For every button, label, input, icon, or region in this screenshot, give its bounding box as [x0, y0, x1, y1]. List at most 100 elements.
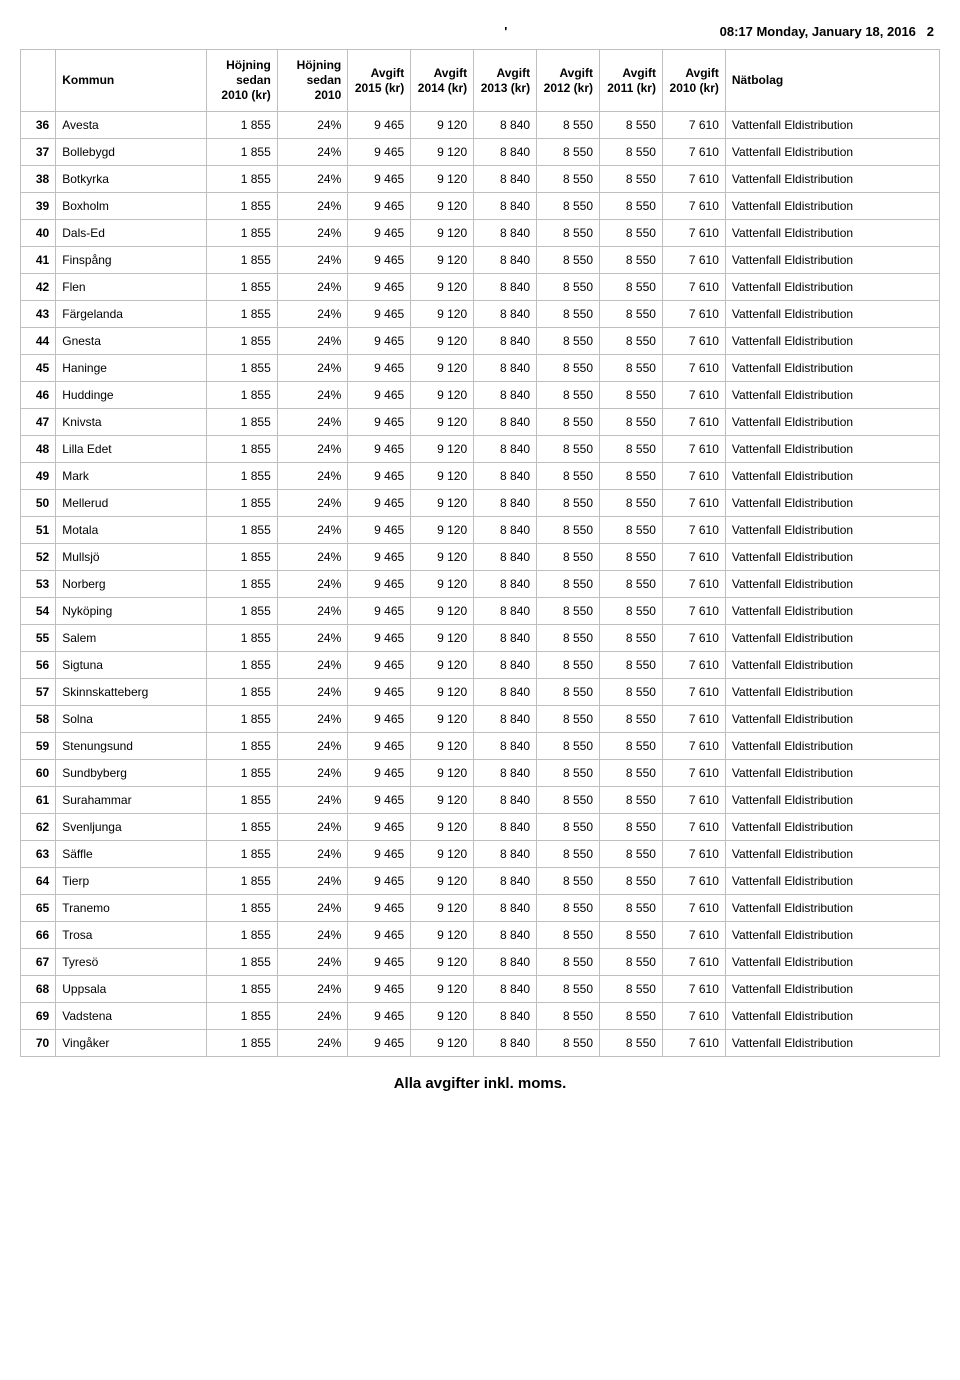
cell-bolag: Vattenfall Eldistribution	[725, 868, 939, 895]
cell-num: 40	[21, 220, 56, 247]
cell-2012: 8 550	[537, 274, 600, 301]
cell-hkr: 1 855	[207, 895, 277, 922]
cell-kommun: Tranemo	[56, 895, 207, 922]
cell-hkr: 1 855	[207, 355, 277, 382]
cell-hpct: 24%	[277, 355, 347, 382]
cell-2011: 8 550	[600, 1003, 663, 1030]
cell-2012: 8 550	[537, 247, 600, 274]
cell-2010: 7 610	[662, 787, 725, 814]
table-row: 36Avesta1 85524%9 4659 1208 8408 5508 55…	[21, 112, 940, 139]
cell-2010: 7 610	[662, 841, 725, 868]
cell-2015: 9 465	[348, 382, 411, 409]
cell-kommun: Avesta	[56, 112, 207, 139]
cell-bolag: Vattenfall Eldistribution	[725, 679, 939, 706]
cell-2015: 9 465	[348, 490, 411, 517]
cell-num: 58	[21, 706, 56, 733]
cell-bolag: Vattenfall Eldistribution	[725, 976, 939, 1003]
cell-2011: 8 550	[600, 328, 663, 355]
cell-num: 47	[21, 409, 56, 436]
cell-2010: 7 610	[662, 571, 725, 598]
cell-hpct: 24%	[277, 409, 347, 436]
cell-2012: 8 550	[537, 355, 600, 382]
cell-hpct: 24%	[277, 814, 347, 841]
table-row: 67Tyresö1 85524%9 4659 1208 8408 5508 55…	[21, 949, 940, 976]
cell-2013: 8 840	[474, 301, 537, 328]
cell-2013: 8 840	[474, 787, 537, 814]
cell-hkr: 1 855	[207, 571, 277, 598]
cell-2014: 9 120	[411, 328, 474, 355]
cell-2011: 8 550	[600, 625, 663, 652]
cell-kommun: Svenljunga	[56, 814, 207, 841]
cell-2010: 7 610	[662, 652, 725, 679]
table-row: 51Motala1 85524%9 4659 1208 8408 5508 55…	[21, 517, 940, 544]
cell-2011: 8 550	[600, 652, 663, 679]
cell-bolag: Vattenfall Eldistribution	[725, 409, 939, 436]
cell-bolag: Vattenfall Eldistribution	[725, 841, 939, 868]
cell-bolag: Vattenfall Eldistribution	[725, 949, 939, 976]
cell-2013: 8 840	[474, 436, 537, 463]
cell-2011: 8 550	[600, 814, 663, 841]
cell-2014: 9 120	[411, 760, 474, 787]
cell-bolag: Vattenfall Eldistribution	[725, 652, 939, 679]
cell-num: 56	[21, 652, 56, 679]
cell-2014: 9 120	[411, 139, 474, 166]
cell-2013: 8 840	[474, 193, 537, 220]
cell-hkr: 1 855	[207, 922, 277, 949]
cell-hpct: 24%	[277, 571, 347, 598]
cell-2010: 7 610	[662, 382, 725, 409]
cell-2015: 9 465	[348, 733, 411, 760]
cell-2010: 7 610	[662, 328, 725, 355]
table-row: 52Mullsjö1 85524%9 4659 1208 8408 5508 5…	[21, 544, 940, 571]
cell-kommun: Huddinge	[56, 382, 207, 409]
cell-2015: 9 465	[348, 571, 411, 598]
table-row: 60Sundbyberg1 85524%9 4659 1208 8408 550…	[21, 760, 940, 787]
cell-num: 52	[21, 544, 56, 571]
cell-num: 57	[21, 679, 56, 706]
table-row: 70Vingåker1 85524%9 4659 1208 8408 5508 …	[21, 1030, 940, 1057]
cell-kommun: Tierp	[56, 868, 207, 895]
cell-2010: 7 610	[662, 409, 725, 436]
cell-hpct: 24%	[277, 598, 347, 625]
cell-2012: 8 550	[537, 301, 600, 328]
cell-2010: 7 610	[662, 949, 725, 976]
cell-2013: 8 840	[474, 463, 537, 490]
cell-2011: 8 550	[600, 517, 663, 544]
cell-2012: 8 550	[537, 409, 600, 436]
cell-2013: 8 840	[474, 112, 537, 139]
table-row: 55Salem1 85524%9 4659 1208 8408 5508 550…	[21, 625, 940, 652]
cell-kommun: Vadstena	[56, 1003, 207, 1030]
cell-2012: 8 550	[537, 787, 600, 814]
cell-2012: 8 550	[537, 544, 600, 571]
cell-2011: 8 550	[600, 409, 663, 436]
cell-kommun: Sundbyberg	[56, 760, 207, 787]
cell-bolag: Vattenfall Eldistribution	[725, 247, 939, 274]
cell-2010: 7 610	[662, 814, 725, 841]
cell-hkr: 1 855	[207, 112, 277, 139]
cell-2014: 9 120	[411, 868, 474, 895]
cell-2011: 8 550	[600, 787, 663, 814]
cell-2010: 7 610	[662, 193, 725, 220]
data-table: Kommun Höjning sedan 2010 (kr) Höjning s…	[20, 49, 940, 1057]
cell-2013: 8 840	[474, 166, 537, 193]
cell-2010: 7 610	[662, 679, 725, 706]
cell-hkr: 1 855	[207, 517, 277, 544]
cell-2012: 8 550	[537, 760, 600, 787]
cell-bolag: Vattenfall Eldistribution	[725, 220, 939, 247]
col-header-2015: Avgift 2015 (kr)	[348, 50, 411, 112]
cell-2013: 8 840	[474, 1030, 537, 1057]
cell-2013: 8 840	[474, 922, 537, 949]
cell-hkr: 1 855	[207, 760, 277, 787]
cell-bolag: Vattenfall Eldistribution	[725, 787, 939, 814]
header-row: Kommun Höjning sedan 2010 (kr) Höjning s…	[21, 50, 940, 112]
cell-bolag: Vattenfall Eldistribution	[725, 598, 939, 625]
cell-2015: 9 465	[348, 220, 411, 247]
cell-num: 48	[21, 436, 56, 463]
cell-2010: 7 610	[662, 706, 725, 733]
cell-2012: 8 550	[537, 733, 600, 760]
cell-hpct: 24%	[277, 760, 347, 787]
cell-2014: 9 120	[411, 274, 474, 301]
cell-num: 64	[21, 868, 56, 895]
cell-2014: 9 120	[411, 625, 474, 652]
cell-2015: 9 465	[348, 625, 411, 652]
cell-2011: 8 550	[600, 463, 663, 490]
